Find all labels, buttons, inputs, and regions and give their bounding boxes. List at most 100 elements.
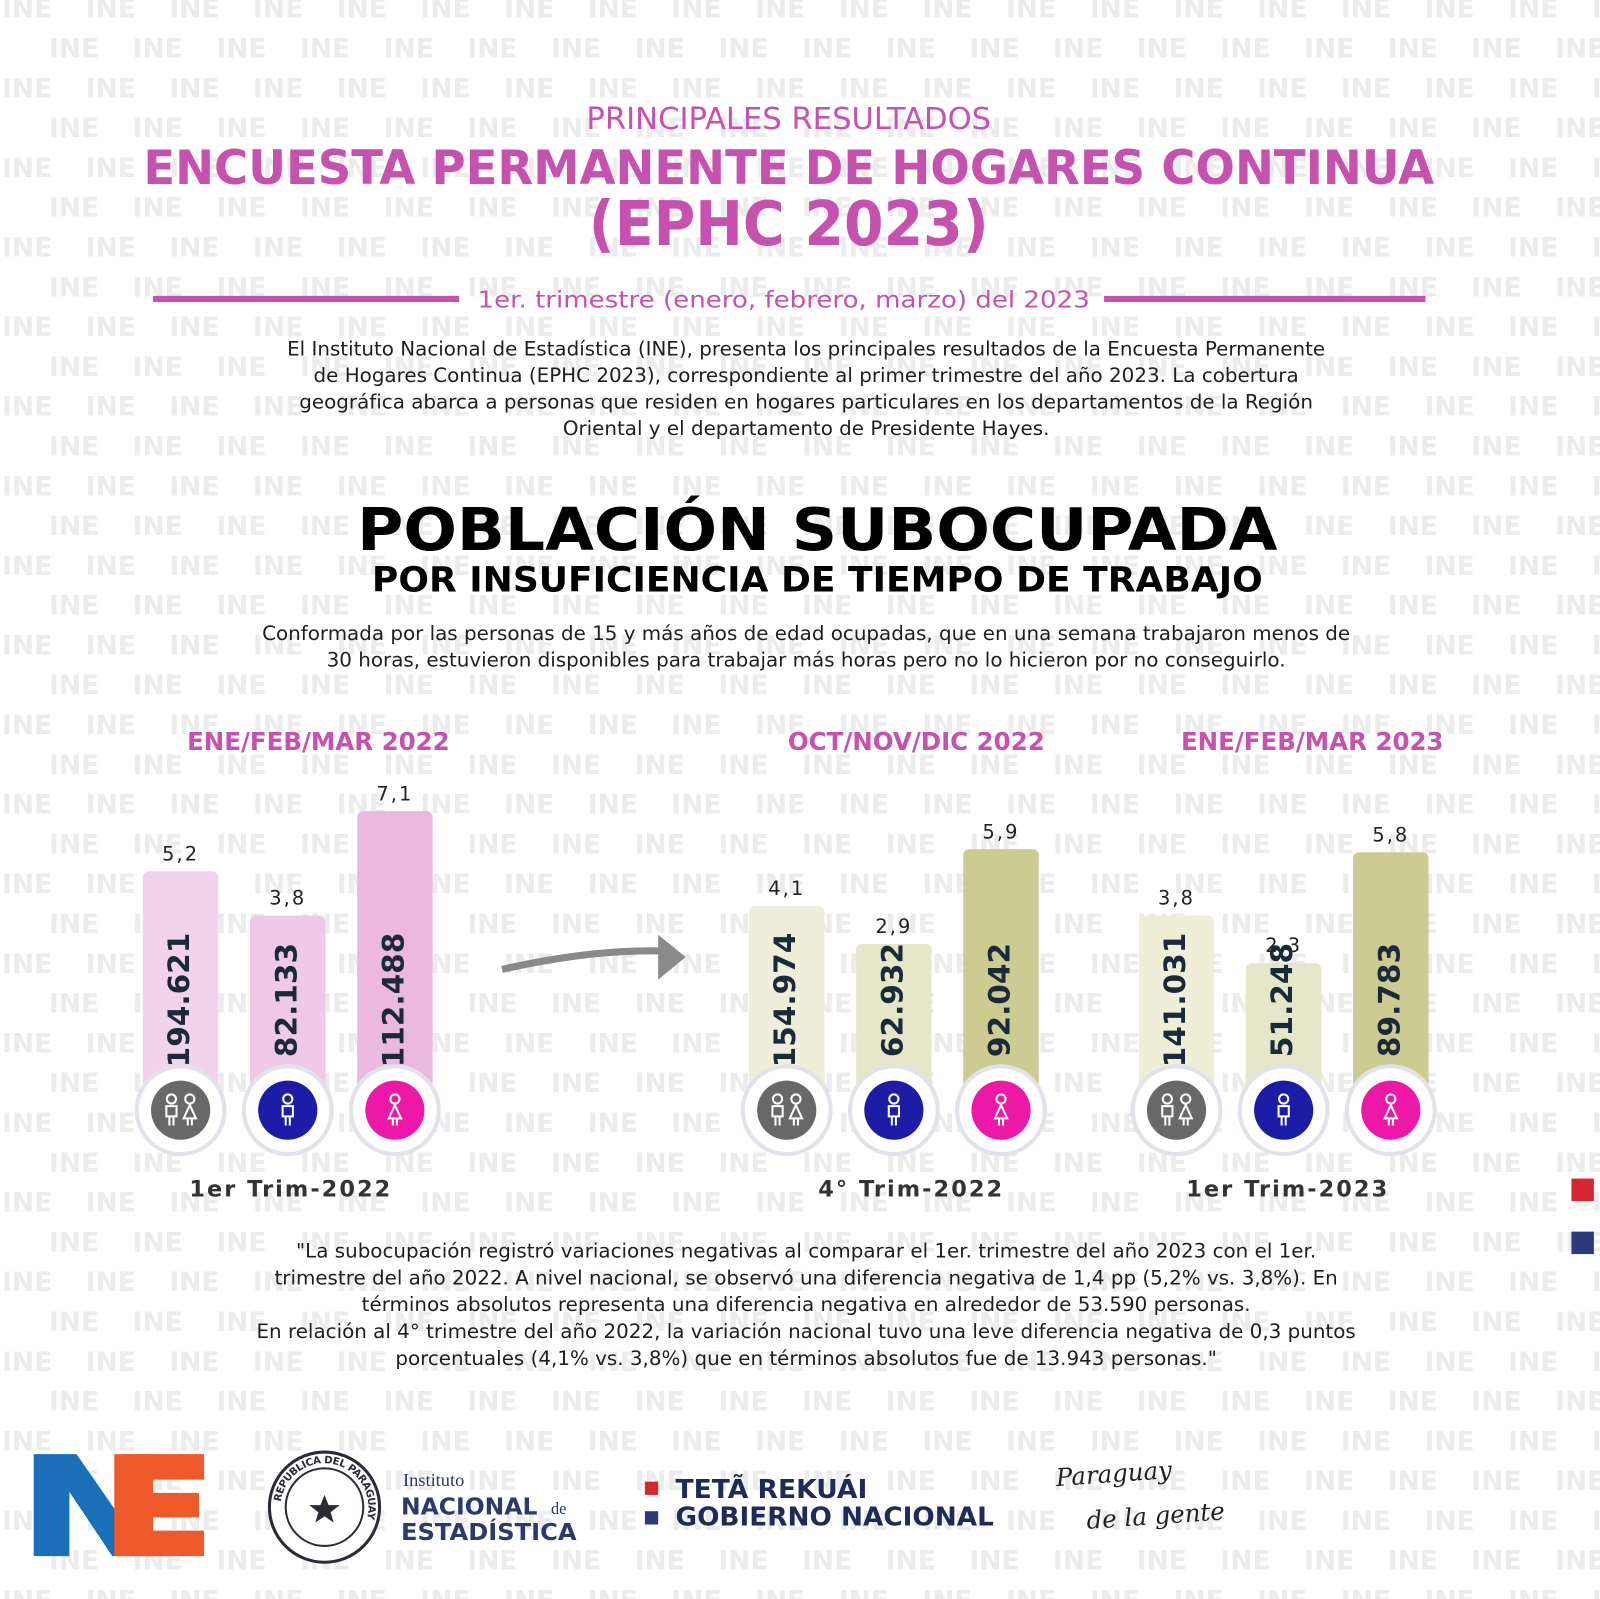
watermark: INE <box>49 829 99 860</box>
flag-blue <box>1571 1231 1594 1255</box>
watermark: INE <box>384 511 434 542</box>
watermark: INE <box>1006 73 1056 104</box>
watermark: INE <box>1555 989 1600 1020</box>
watermark: INE <box>671 1028 721 1059</box>
watermark: INE <box>133 829 183 860</box>
icon-disc <box>1146 1080 1207 1140</box>
watermark: INE <box>1304 1148 1354 1179</box>
watermark: INE <box>1137 1466 1187 1497</box>
watermark: INE <box>1592 710 1600 741</box>
watermark: INE <box>504 153 554 184</box>
watermark: INE <box>922 1188 972 1219</box>
watermark: INE <box>420 1267 470 1298</box>
watermark: INE <box>1341 1267 1391 1298</box>
watermark: INE <box>420 630 470 661</box>
watermark: INE <box>420 1347 470 1378</box>
watermark: INE <box>504 551 554 582</box>
watermark: INE <box>1555 909 1600 940</box>
text-line: Conformada por las personas de 15 y más … <box>262 622 1350 645</box>
watermark: INE <box>253 1267 303 1298</box>
icon-glyph <box>771 1105 784 1126</box>
watermark: INE <box>588 73 638 104</box>
icon-disc <box>864 1080 924 1140</box>
watermark: INE <box>1471 989 1521 1020</box>
watermark: INE <box>1388 34 1438 65</box>
watermark: INE <box>1257 1267 1307 1298</box>
watermark: INE <box>839 1426 889 1457</box>
watermark: INE <box>1173 1347 1223 1378</box>
watermark: INE <box>384 1307 434 1338</box>
watermark: INE <box>1341 790 1391 821</box>
watermark: INE <box>802 193 852 224</box>
watermark: INE <box>504 1506 554 1537</box>
count-label: 51.248 <box>1265 943 1299 1057</box>
watermark: INE <box>802 431 852 462</box>
watermark: INE <box>133 511 183 542</box>
watermark: INE <box>86 73 136 104</box>
watermark: INE <box>635 1546 685 1577</box>
watermark: INE <box>588 1028 638 1059</box>
watermark: INE <box>588 392 638 423</box>
watermark: INE <box>922 392 972 423</box>
watermark: INE <box>551 34 601 65</box>
watermark: INE <box>216 670 266 701</box>
watermark: INE <box>300 829 350 860</box>
watermark: INE <box>1173 1267 1223 1298</box>
watermark: INE <box>1090 1586 1140 1599</box>
watermark: INE <box>969 352 1019 383</box>
icon <box>134 1064 227 1157</box>
watermark: INE <box>1257 869 1307 900</box>
count-label: 141.031 <box>1158 933 1192 1068</box>
watermark: INE <box>922 551 972 582</box>
watermark: INE <box>1053 1307 1103 1338</box>
watermark: INE <box>718 1466 768 1497</box>
watermark: INE <box>755 1347 805 1378</box>
watermark: INE <box>1053 989 1103 1020</box>
section-title: POBLACIÓN SUBOCUPADA <box>357 495 1278 564</box>
value-label: 3,8 <box>1158 887 1195 910</box>
watermark: INE <box>1388 1307 1438 1338</box>
flag-red <box>1571 1178 1594 1202</box>
watermark: INE <box>337 551 387 582</box>
icon-disc <box>1254 1080 1314 1140</box>
watermark: INE <box>1424 710 1474 741</box>
watermark: INE <box>1137 1307 1187 1338</box>
quote: "La subocupación registró variaciones ne… <box>257 1240 1356 1370</box>
bar <box>250 915 326 1103</box>
watermark: INE <box>1471 1227 1521 1258</box>
watermark: INE <box>1471 511 1521 542</box>
icon-glyph <box>993 1102 1009 1126</box>
watermark: INE <box>671 1426 721 1457</box>
bar <box>142 871 219 1103</box>
watermark: INE <box>1424 630 1474 661</box>
watermark: INE <box>1471 1387 1521 1418</box>
icon-disc <box>1361 1080 1421 1140</box>
watermark: INE <box>1257 73 1307 104</box>
watermark: INE <box>420 73 470 104</box>
value-label: 5,8 <box>1372 823 1409 846</box>
watermark: INE <box>467 1068 517 1099</box>
watermark: INE <box>504 1028 554 1059</box>
watermark: INE <box>1471 431 1521 462</box>
watermark: INE <box>1592 312 1600 343</box>
watermark: INE <box>1388 1387 1438 1418</box>
watermark: INE <box>588 1426 638 1457</box>
watermark: INE <box>1090 153 1140 184</box>
watermark: INE <box>1592 73 1600 104</box>
watermark: INE <box>253 0 303 25</box>
watermark: INE <box>718 1148 768 1179</box>
watermark: INE <box>1220 909 1270 940</box>
watermark: INE <box>635 272 685 303</box>
gov-name: GOBIERNO NACIONAL <box>676 1502 994 1532</box>
watermark: INE <box>169 1347 219 1378</box>
watermark: INE <box>1090 869 1140 900</box>
icon <box>241 1064 334 1157</box>
watermark: INE <box>1220 829 1270 860</box>
watermark: INE <box>1304 34 1354 65</box>
watermark: INE <box>1341 1347 1391 1378</box>
count-label: 92.042 <box>983 943 1017 1057</box>
watermark: INE <box>49 352 99 383</box>
icon-disc <box>151 1080 211 1140</box>
watermark: INE <box>1555 829 1600 860</box>
watermark: INE <box>802 1546 852 1577</box>
